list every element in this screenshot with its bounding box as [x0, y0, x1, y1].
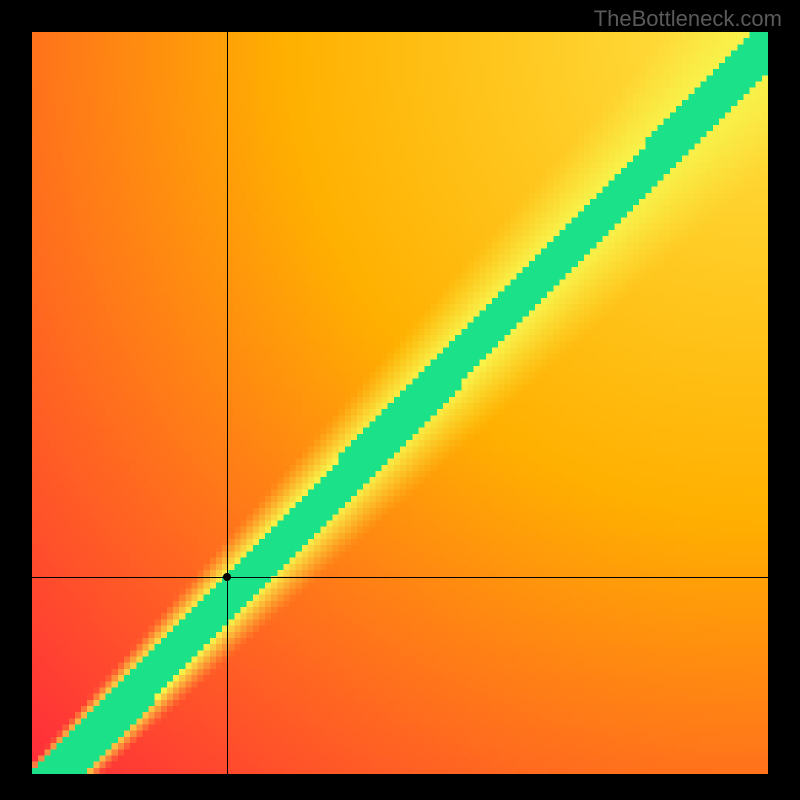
watermark: TheBottleneck.com [594, 6, 782, 32]
crosshair-horizontal [32, 577, 768, 578]
crosshair-vertical [227, 32, 228, 774]
heatmap-canvas [32, 32, 768, 774]
heatmap-plot [32, 32, 768, 774]
crosshair-dot [223, 573, 231, 581]
